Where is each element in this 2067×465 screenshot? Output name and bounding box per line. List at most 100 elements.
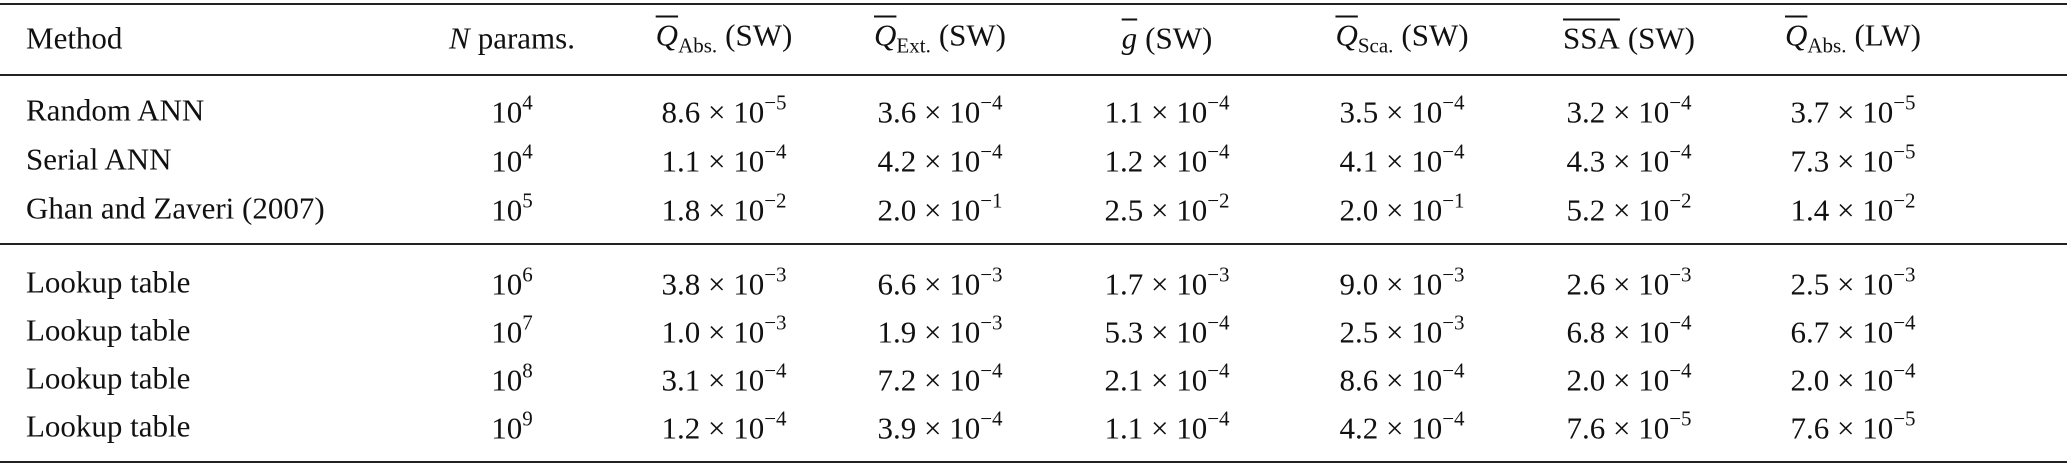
cell-text: 1.1 × 10: [661, 143, 765, 179]
cell-text: (LW): [1854, 17, 1922, 53]
method-cell: Lookup table: [26, 267, 190, 298]
superscript: −1: [980, 188, 1003, 213]
cell-text: 3.2 × 10: [1566, 94, 1670, 130]
cell-text: 2.0 × 10: [1339, 192, 1443, 228]
value-cell: 104: [491, 139, 533, 179]
value-cell: 3.5 × 10−4: [1339, 90, 1465, 128]
value-cell: 8.6 × 10−4: [1339, 358, 1465, 398]
cell-text: 3.8 × 10: [661, 266, 765, 302]
header-cell: QAbs. (SW): [656, 20, 793, 57]
value-cell: 2.5 × 10−3: [1790, 262, 1916, 300]
cell-text: Ghan and Zaveri (2007): [26, 190, 325, 226]
header-rule: [0, 74, 2067, 76]
superscript: −3: [1893, 262, 1916, 287]
cell-text: (SW): [1145, 20, 1213, 56]
cell-text: 1.7 × 10: [1104, 266, 1208, 302]
cell-text: 7.6 × 10: [1790, 410, 1894, 446]
value-cell: 5.3 × 10−4: [1104, 310, 1230, 348]
value-cell: 4.2 × 10−4: [1339, 406, 1465, 444]
value-cell: 107: [491, 312, 533, 350]
cell-text: 3.7 × 10: [1790, 94, 1894, 130]
cell-text: 10: [491, 143, 523, 179]
value-cell: 2.5 × 10−2: [1104, 188, 1230, 228]
value-cell: 7.2 × 10−4: [877, 360, 1002, 398]
superscript: −2: [764, 188, 787, 213]
superscript: −4: [1669, 139, 1692, 164]
cell-text: 2.5 × 10: [1104, 192, 1208, 228]
value-cell: 106: [491, 262, 533, 302]
cell-text: Method: [26, 20, 123, 56]
superscript: −4: [1442, 358, 1465, 383]
subscript: Ext.: [896, 33, 931, 58]
cell-text: 8.6 × 10: [1339, 362, 1443, 398]
superscript: 4: [522, 139, 533, 164]
cell-text: 2.6 × 10: [1566, 266, 1670, 302]
cell-text: 3.1 × 10: [661, 362, 765, 398]
value-cell: 2.0 × 10−4: [1790, 358, 1916, 398]
cell-text: 7.2 × 10: [877, 362, 981, 398]
superscript: −4: [1442, 90, 1465, 115]
value-cell: 3.1 × 10−4: [661, 358, 787, 398]
value-cell: 3.6 × 10−4: [877, 92, 1002, 128]
value-cell: 109: [491, 408, 533, 446]
overlined-symbol: Q: [1784, 17, 1808, 53]
cell-text: 1.2 × 10: [1104, 143, 1208, 179]
superscript: −4: [1442, 139, 1465, 164]
method-cell: Ghan and Zaveri (2007): [26, 193, 325, 224]
cell-text: 4.2 × 10: [877, 143, 981, 179]
cell-text: (SW): [1401, 17, 1469, 53]
superscript: −3: [980, 310, 1003, 335]
cell-text: 2.0 × 10: [1790, 362, 1894, 398]
superscript: −4: [1893, 358, 1916, 383]
value-cell: 4.2 × 10−4: [877, 141, 1002, 179]
cell-text: 10: [491, 410, 523, 446]
value-cell: 2.1 × 10−4: [1104, 360, 1229, 396]
overlined-symbol: Q: [655, 17, 679, 53]
cell-text: 1.4 × 10: [1790, 192, 1894, 228]
method-cell: Serial ANN: [26, 144, 172, 175]
value-cell: 3.8 × 10−3: [661, 264, 786, 302]
value-cell: 2.0 × 10−1: [1339, 190, 1464, 228]
method-cell: Lookup table: [26, 315, 190, 346]
value-cell: 105: [491, 190, 533, 226]
value-cell: 5.2 × 10−2: [1566, 188, 1692, 228]
superscript: −5: [1893, 406, 1916, 431]
value-cell: 1.1 × 10−4: [1104, 92, 1229, 128]
cell-text: 1.0 × 10: [661, 314, 765, 350]
value-cell: 2.0 × 10−4: [1566, 358, 1692, 396]
overlined-symbol: Q: [874, 17, 897, 53]
cell-text: 2.0 × 10: [877, 192, 981, 228]
value-cell: 1.8 × 10−2: [661, 188, 787, 226]
value-cell: 7.3 × 10−5: [1790, 141, 1915, 177]
cell-text: Serial ANN: [26, 141, 172, 177]
superscript: −2: [1207, 188, 1230, 213]
superscript: −4: [1442, 406, 1465, 431]
value-cell: 1.2 × 10−4: [1104, 141, 1229, 179]
cell-text: 10: [491, 314, 523, 350]
method-cell: Lookup table: [26, 411, 190, 442]
overlined-symbol: SSA: [1562, 20, 1620, 56]
value-cell: 6.7 × 10−4: [1790, 312, 1915, 348]
superscript: −4: [1669, 358, 1692, 383]
superscript: −2: [1893, 188, 1916, 213]
value-cell: 2.0 × 10−1: [877, 188, 1003, 228]
superscript: 6: [522, 262, 533, 287]
header-cell: g (SW): [1122, 23, 1213, 54]
header-cell: Method: [26, 23, 122, 54]
value-cell: 4.1 × 10−4: [1339, 139, 1465, 177]
superscript: −2: [1669, 188, 1692, 213]
overlined-symbol: g: [1121, 20, 1138, 56]
superscript: −5: [1893, 90, 1916, 115]
value-cell: 2.5 × 10−3: [1339, 312, 1464, 350]
cell-text: 2.5 × 10: [1339, 314, 1443, 350]
value-cell: 1.1 × 10−4: [1104, 408, 1229, 444]
value-cell: 6.6 × 10−3: [877, 264, 1002, 300]
cell-text: 5.2 × 10: [1566, 192, 1670, 228]
superscript: −4: [764, 358, 787, 383]
superscript: −4: [1207, 310, 1230, 335]
cell-text: Random ANN: [26, 92, 205, 128]
superscript: −4: [980, 406, 1003, 431]
cell-text: 10: [491, 266, 523, 302]
superscript: 4: [522, 90, 533, 115]
